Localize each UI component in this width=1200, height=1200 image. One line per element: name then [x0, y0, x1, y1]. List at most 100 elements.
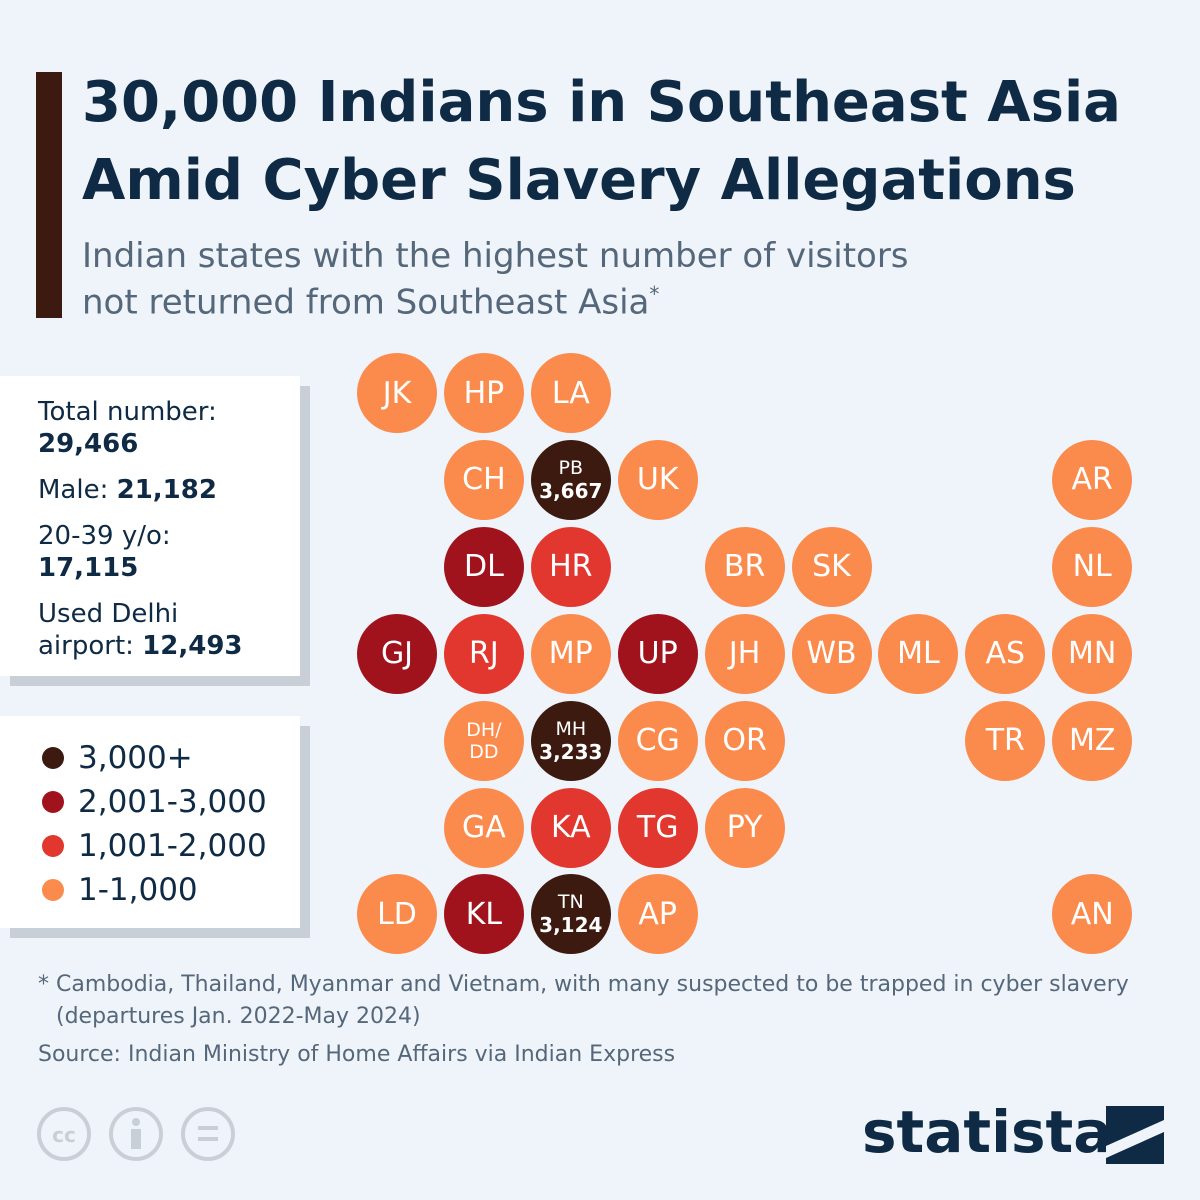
stat-label: Total number:	[38, 397, 217, 427]
stat-value: 17,115	[38, 553, 139, 583]
stat-value: 29,466	[38, 429, 139, 459]
state-tile: AR	[1052, 439, 1133, 520]
state-tile: DH/ DD	[443, 700, 524, 781]
state-code: WB	[806, 636, 857, 672]
legend-item: 1,001-2,000	[42, 824, 300, 868]
state-tile: CH	[443, 439, 524, 520]
state-code: AP	[638, 896, 677, 932]
legend-item: 2,001-3,000	[42, 780, 300, 824]
state-code: KA	[550, 810, 591, 845]
stat-value: 12,493	[142, 631, 243, 661]
state-tile: GA	[443, 787, 524, 868]
state-tile: HR	[530, 526, 611, 607]
state-code: KL	[465, 896, 503, 932]
state-tile: PB 3,667	[530, 439, 611, 520]
state-tile: UK	[617, 439, 698, 520]
state-code: OR	[722, 723, 767, 759]
state-tile: KL	[443, 874, 524, 955]
title-line: 30,000 Indians in Southeast Asia	[82, 70, 1121, 135]
stat-label: Male:	[38, 475, 109, 505]
state-code: MP	[548, 636, 593, 672]
state-code: TR	[985, 723, 1025, 759]
state-tile: TN 3,124	[530, 874, 611, 955]
note: (departures Jan. 2022-May 2024)	[56, 1004, 421, 1029]
legend-dot	[42, 791, 64, 813]
state-tile: HP	[443, 353, 524, 433]
state-code: LD	[377, 896, 417, 932]
state-code: MN	[1068, 636, 1117, 672]
state-tile: ML	[878, 613, 959, 694]
state-code: CG	[635, 723, 680, 759]
state-code: DL	[463, 549, 504, 585]
state-code: PY	[726, 810, 763, 845]
state-code: CH	[462, 462, 506, 498]
state-tile: LA	[530, 353, 611, 433]
state-code: AN	[1070, 896, 1114, 932]
state-tile: LD	[357, 874, 437, 955]
note: * Cambodia, Thailand, Myanmar and Vietna…	[38, 972, 1129, 997]
state-tile: KA	[530, 787, 611, 868]
state-tile: MN	[1052, 613, 1133, 694]
stat-label: 20-39 y/o:	[38, 521, 171, 551]
state-code: DH/ DD	[466, 718, 502, 763]
state-tile: GJ	[357, 613, 437, 694]
state-code: MH	[555, 717, 587, 740]
state-tile: WB	[791, 613, 872, 694]
state-code: MZ	[1068, 723, 1116, 759]
state-tile: PY	[704, 787, 785, 868]
stat-item: Male: 21,182	[38, 474, 278, 506]
state-tile: UP	[617, 613, 698, 694]
state-tile: AS	[965, 613, 1046, 694]
state-code: AS	[985, 636, 1026, 672]
state-code: AR	[1071, 462, 1113, 498]
state-code: HR	[549, 549, 593, 585]
state-code: NL	[1072, 549, 1112, 585]
legend-label: 1,001-2,000	[78, 828, 267, 864]
state-tile: JH	[704, 613, 785, 694]
subtitle-mark: *	[649, 282, 660, 306]
stat-item: 20-39 y/o: 17,115	[38, 520, 278, 584]
state-tile: SK	[791, 526, 872, 607]
state-code: UK	[636, 462, 679, 498]
state-tile: AN	[1052, 874, 1133, 955]
state-tile: RJ	[443, 613, 524, 694]
state-value: 3,667	[539, 478, 603, 503]
legend-dot	[42, 879, 64, 901]
license-icons: cc	[37, 1107, 235, 1161]
brand: statista	[862, 1098, 1113, 1166]
state-code: PB	[558, 456, 584, 479]
state-code: JK	[382, 375, 412, 411]
state-code: TG	[636, 810, 679, 845]
subtitle-line: Indian states with the highest number of…	[82, 236, 909, 276]
state-tile: TR	[965, 700, 1046, 781]
stat-value: 21,182	[116, 475, 217, 505]
state-code: HP	[463, 375, 505, 411]
state-code: SK	[812, 549, 851, 585]
subtitle-line: not returned from Southeast Asia*	[82, 282, 659, 322]
state-code: TN	[557, 891, 584, 914]
svg-text:cc: cc	[52, 1123, 76, 1147]
state-tile: DL	[443, 526, 524, 607]
state-tile: CG	[617, 700, 698, 781]
stat-item: Used Delhi airport: 12,493	[38, 598, 278, 662]
state-code: UP	[637, 636, 678, 672]
source: Source: Indian Ministry of Home Affairs …	[38, 1042, 676, 1067]
stat-label: Used Delhi airport:	[38, 599, 179, 661]
legend-box: 3,000+ 2,001-3,000 1,001-2,000 1-1,000	[0, 716, 300, 928]
legend-label: 3,000+	[78, 740, 193, 776]
state-tile: MZ	[1052, 700, 1133, 781]
legend-item: 3,000+	[42, 736, 300, 780]
stat-item: Total number: 29,466	[38, 396, 278, 460]
brand-logo	[1106, 1106, 1164, 1164]
state-tile: OR	[704, 700, 785, 781]
state-code: BR	[723, 549, 766, 585]
state-value: 3,233	[539, 739, 603, 764]
legend-dot	[42, 747, 64, 769]
legend-label: 2,001-3,000	[78, 784, 267, 820]
state-tile: JK	[357, 353, 437, 433]
state-tile: BR	[704, 526, 785, 607]
legend-dot	[42, 835, 64, 857]
state-tile: MH 3,233	[530, 700, 611, 781]
legend-item: 1-1,000	[42, 868, 300, 912]
